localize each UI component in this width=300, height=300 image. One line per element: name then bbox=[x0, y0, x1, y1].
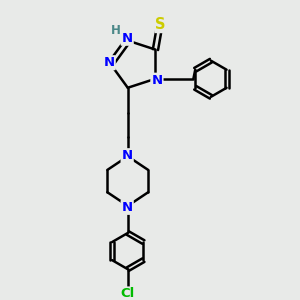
Text: N: N bbox=[122, 201, 133, 214]
Text: N: N bbox=[122, 149, 133, 162]
Text: S: S bbox=[155, 17, 166, 32]
Text: N: N bbox=[152, 74, 163, 87]
Text: Cl: Cl bbox=[121, 287, 135, 300]
Text: N: N bbox=[122, 32, 133, 45]
Text: N: N bbox=[103, 56, 115, 69]
Text: H: H bbox=[111, 24, 120, 37]
